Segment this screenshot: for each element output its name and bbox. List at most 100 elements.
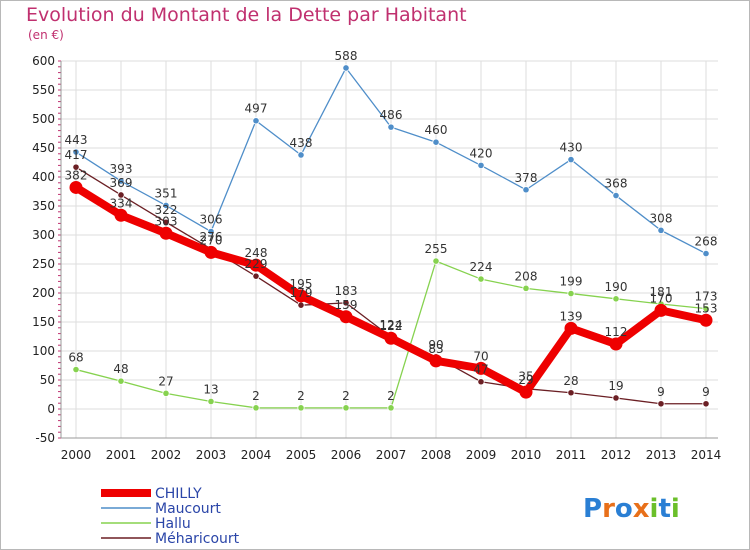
data-label-chilly: 159 (335, 298, 358, 312)
data-label-maucourt: 588 (335, 49, 358, 63)
data-point-méharicourt (162, 218, 170, 226)
data-point-hallu (477, 275, 485, 283)
data-label-hallu: 68 (68, 351, 83, 365)
data-point-hallu (612, 295, 620, 303)
data-label-méharicourt: 9 (657, 385, 665, 399)
y-tick-label: 150 (32, 315, 55, 329)
x-tick-label: 2013 (646, 448, 677, 462)
series-layer (69, 64, 713, 412)
y-tick-label: 50 (40, 373, 55, 387)
data-point-méharicourt (477, 378, 485, 386)
data-label-maucourt: 420 (470, 146, 493, 160)
data-label-chilly: 122 (380, 319, 403, 333)
data-label-méharicourt: 179 (290, 286, 313, 300)
data-label-maucourt: 351 (155, 186, 178, 200)
axes: -50 0 50 100 150 200 250 300 350 400 450 500 550 600 2… (32, 54, 721, 462)
data-label-maucourt: 393 (110, 162, 133, 176)
data-label-maucourt: 378 (515, 171, 538, 185)
y-tick-label: 400 (32, 170, 55, 184)
data-point-maucourt (117, 177, 125, 185)
data-point-méharicourt (117, 191, 125, 199)
logo-letter: x (633, 494, 650, 524)
legend-label-chilly: CHILLY (155, 486, 202, 502)
y-tick-label: 0 (47, 402, 55, 416)
x-tick-label: 2011 (556, 448, 587, 462)
data-point-chilly (384, 331, 398, 345)
data-label-méharicourt: 90 (428, 338, 443, 352)
data-label-chilly: 29 (518, 373, 533, 387)
data-label-maucourt: 460 (425, 123, 448, 137)
data-point-maucourt (657, 226, 665, 234)
data-point-hallu (162, 389, 170, 397)
data-label-maucourt: 443 (65, 133, 88, 147)
data-label-maucourt: 308 (650, 211, 673, 225)
data-label-hallu: 199 (560, 275, 583, 289)
data-label-chilly: 170 (650, 291, 673, 305)
data-label-chilly: 83 (428, 342, 443, 356)
data-label-hallu: 181 (650, 285, 673, 299)
data-label-méharicourt: 276 (200, 230, 223, 244)
x-tick-label: 2012 (601, 448, 632, 462)
data-point-chilly (429, 354, 443, 368)
data-point-chilly (249, 258, 263, 272)
y-tick-label: 300 (32, 228, 55, 242)
logo-letter: t (658, 494, 670, 524)
data-labels: 3823343032702481951591228370291391121701… (65, 49, 718, 403)
data-point-maucourt (342, 64, 350, 72)
data-label-hallu: 48 (113, 362, 128, 376)
data-point-chilly (474, 361, 488, 375)
data-label-hallu: 2 (252, 389, 260, 403)
data-point-hallu (702, 305, 710, 313)
data-point-chilly (159, 226, 173, 240)
x-tick-label: 2000 (61, 448, 92, 462)
x-tick-label: 2008 (421, 448, 452, 462)
data-point-hallu (522, 284, 530, 292)
data-point-maucourt (162, 201, 170, 210)
data-label-hallu: 27 (158, 374, 173, 388)
data-label-chilly: 139 (560, 309, 583, 323)
data-point-méharicourt (702, 400, 710, 408)
chart-title: Evolution du Montant de la Dette par Hab… (26, 4, 467, 26)
data-point-maucourt (702, 249, 710, 258)
data-label-hallu: 2 (342, 389, 350, 403)
data-point-hallu (297, 404, 305, 412)
data-point-maucourt (567, 156, 575, 164)
data-point-maucourt (387, 123, 395, 131)
y-tick-label: 500 (32, 112, 55, 126)
data-point-chilly (339, 310, 353, 324)
data-label-hallu: 224 (470, 260, 493, 274)
data-label-chilly: 153 (695, 301, 718, 315)
data-point-chilly (609, 337, 623, 351)
data-point-hallu (432, 257, 440, 265)
data-point-hallu (387, 404, 395, 412)
data-point-maucourt (612, 191, 620, 200)
data-label-hallu: 2 (297, 389, 305, 403)
x-tick-label: 2003 (196, 448, 227, 462)
data-point-maucourt (432, 138, 440, 146)
data-label-chilly: 195 (290, 277, 313, 291)
data-point-maucourt (252, 117, 260, 125)
data-point-maucourt (72, 148, 80, 156)
logo-letter: o (615, 494, 633, 524)
data-label-méharicourt: 369 (110, 176, 133, 190)
data-point-méharicourt (567, 389, 575, 397)
logo-letter: P (583, 494, 602, 524)
x-tick-label: 2014 (691, 448, 722, 462)
x-tick-label: 2006 (331, 448, 362, 462)
data-label-maucourt: 430 (560, 141, 583, 155)
x-tick-label: 2007 (376, 448, 407, 462)
data-label-chilly: 70 (473, 349, 488, 363)
data-label-hallu: 190 (605, 280, 628, 294)
legend-label-méharicourt: Méharicourt (155, 531, 240, 547)
data-label-méharicourt: 322 (155, 203, 178, 217)
data-label-méharicourt: 124 (380, 318, 403, 332)
data-label-hallu: 173 (695, 290, 718, 304)
data-point-hallu (207, 397, 215, 406)
data-label-méharicourt: 35 (518, 370, 533, 384)
data-point-chilly (114, 208, 128, 222)
data-point-maucourt (477, 161, 485, 169)
y-tick-label: 250 (32, 257, 55, 271)
data-point-hallu (342, 404, 350, 412)
x-tick-label: 2010 (511, 448, 542, 462)
logo-letter: i (671, 494, 680, 524)
